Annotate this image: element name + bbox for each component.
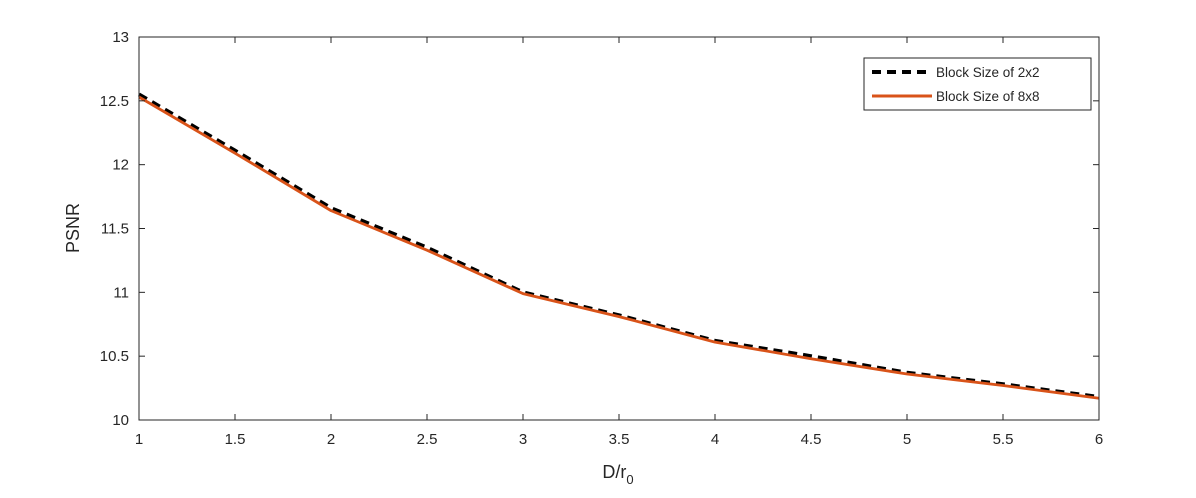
- y-tick-label: 12: [112, 157, 129, 174]
- x-tick-label: 5.5: [993, 431, 1014, 448]
- x-tick-label: 2: [327, 431, 335, 448]
- x-axis-label: D/r0: [602, 462, 633, 487]
- x-tick-label: 6: [1095, 431, 1103, 448]
- legend-label-1: Block Size of 2x2: [936, 65, 1040, 80]
- x-tick-label: 4.5: [801, 431, 822, 448]
- y-tick-label: 12.5: [100, 93, 129, 110]
- y-tick-label: 13: [112, 29, 129, 46]
- y-tick-label: 11: [113, 284, 129, 301]
- y-tick-label: 10: [112, 412, 129, 429]
- x-tick-label: 1.5: [225, 431, 246, 448]
- x-tick-label: 3.5: [609, 431, 630, 448]
- y-tick-label: 10.5: [100, 348, 129, 365]
- x-tick-label: 4: [711, 431, 719, 448]
- legend-label-2: Block Size of 8x8: [936, 89, 1040, 104]
- legend-box: [863, 57, 1092, 111]
- x-axis-label-subscript: 0: [626, 472, 633, 487]
- y-axis-label: PSNR: [63, 203, 83, 253]
- x-tick-label: 3: [519, 431, 527, 448]
- x-tick-label: 5: [903, 431, 911, 448]
- x-tick-label: 1: [135, 431, 143, 448]
- y-tick-label: 11.5: [101, 221, 129, 238]
- x-tick-label: 2.5: [417, 431, 438, 448]
- series-line-2: [138, 95, 1100, 400]
